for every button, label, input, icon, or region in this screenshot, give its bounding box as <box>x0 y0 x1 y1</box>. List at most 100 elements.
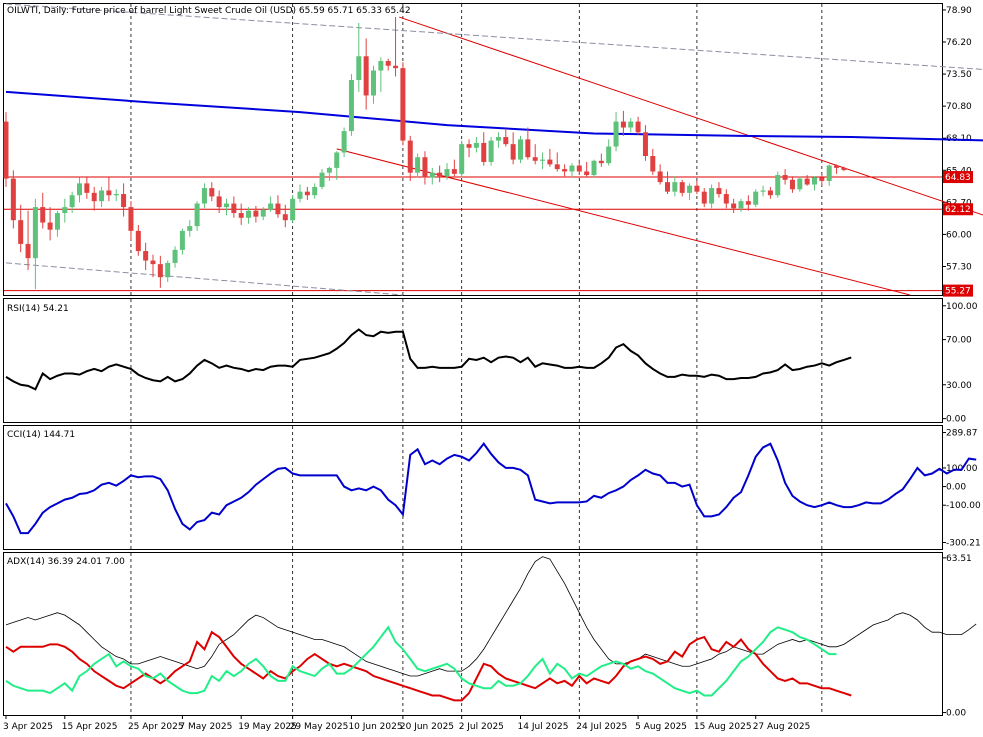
candle-body <box>723 194 729 204</box>
candle-body <box>121 194 127 208</box>
rsi-title: RSI(14) 54.21 <box>7 304 69 314</box>
candle-body <box>282 214 288 221</box>
support-price-tag <box>943 203 973 216</box>
candle-body <box>378 61 384 71</box>
candle-body <box>319 172 325 187</box>
date-tick-label: 27 Aug 2025 <box>753 722 811 732</box>
candle-body <box>547 159 553 165</box>
price-axis-label: 70.80 <box>946 102 972 112</box>
date-tick-label: 15 Apr 2025 <box>62 722 118 732</box>
candle-body <box>562 169 568 172</box>
candle-body <box>77 183 82 196</box>
price-axis-label: 73.50 <box>946 70 972 80</box>
candle-body <box>635 121 641 133</box>
candle-body <box>466 144 472 148</box>
candle-body <box>804 178 810 185</box>
candle-body <box>10 178 16 221</box>
dashed-trend-line <box>5 3 983 70</box>
candle-body <box>775 175 781 196</box>
candle-body <box>25 243 31 259</box>
candle-body <box>826 165 832 181</box>
candle-body <box>716 188 722 195</box>
candle-body <box>32 207 38 259</box>
candle-body <box>348 80 354 132</box>
candle-body <box>841 167 847 171</box>
date-tick-label: 25 Apr 2025 <box>128 722 184 732</box>
minus-di-line <box>5 630 852 702</box>
candle-body <box>613 121 619 147</box>
candle-body <box>665 182 670 192</box>
candle-body <box>356 56 362 81</box>
candle-body <box>415 157 421 173</box>
candle-body <box>54 213 60 230</box>
price-axis-label: 60.00 <box>946 230 972 240</box>
candle-body <box>69 195 75 208</box>
date-tick-label: 14 Jul 2025 <box>518 722 569 732</box>
candle-body <box>540 159 546 161</box>
candle-body <box>679 182 685 193</box>
candle-body <box>187 226 193 231</box>
indicator-axis-label: 0.00 <box>946 415 966 425</box>
candle-body <box>201 188 207 204</box>
candle-body <box>753 191 759 205</box>
candle-body <box>819 177 825 181</box>
cci-line <box>5 442 977 535</box>
cci-pane-frame <box>3 425 943 550</box>
candle-body <box>135 230 141 252</box>
candle-body <box>782 175 788 180</box>
candle-body <box>459 144 465 174</box>
date-tick-label: 3 Apr 2025 <box>3 722 53 732</box>
candle-body <box>812 177 817 185</box>
dashed-trend-line <box>5 262 403 296</box>
price-axis-label: 76.20 <box>946 38 972 48</box>
candle-body <box>834 165 840 168</box>
candle-body <box>709 188 715 204</box>
candle-body <box>393 65 399 69</box>
candle-body <box>569 165 575 172</box>
candle-body <box>150 260 156 265</box>
candle-body <box>510 144 516 160</box>
candle-body <box>40 207 46 223</box>
candle-body <box>297 191 303 199</box>
candle-body <box>246 210 252 218</box>
adx-title: ADX(14) 36.39 24.01 7.00 <box>7 557 125 567</box>
candle-body <box>481 142 487 162</box>
candle-body <box>598 160 604 164</box>
adx-pane-frame <box>3 552 943 716</box>
candle-body <box>172 249 178 263</box>
candle-body <box>518 139 523 160</box>
support-price-tag <box>943 284 973 297</box>
candle-body <box>422 157 428 178</box>
candle-body <box>143 251 149 261</box>
candle-body <box>731 203 737 209</box>
candle-body <box>701 191 707 204</box>
cci-title: CCI(14) 144.71 <box>7 430 75 440</box>
candle-body <box>157 264 163 278</box>
candle-body <box>385 61 391 66</box>
candle-body <box>503 137 509 145</box>
candle-body <box>628 121 634 128</box>
candle-body <box>429 172 435 178</box>
candle-body <box>253 210 259 217</box>
candle-body <box>84 183 90 193</box>
support-price-label: 55.27 <box>945 287 971 297</box>
candle-body <box>767 190 773 196</box>
indicator-axis-label: -100.00 <box>946 501 981 511</box>
support-price-label: 62.12 <box>945 205 971 215</box>
candle-body <box>584 171 590 176</box>
candle-body <box>209 188 215 197</box>
candle-body <box>672 182 678 192</box>
candle-body <box>657 171 663 183</box>
price-axis-label: 57.30 <box>946 262 972 272</box>
candle-body <box>400 68 406 141</box>
candle-body <box>797 178 803 190</box>
candle-body <box>760 190 766 192</box>
candle-body <box>488 140 494 162</box>
indicator-axis-label: 70.00 <box>946 336 972 346</box>
indicator-axis-label: -300.21 <box>946 539 981 549</box>
date-tick-label: 7 May 2025 <box>179 722 232 732</box>
candle-body <box>694 185 700 192</box>
